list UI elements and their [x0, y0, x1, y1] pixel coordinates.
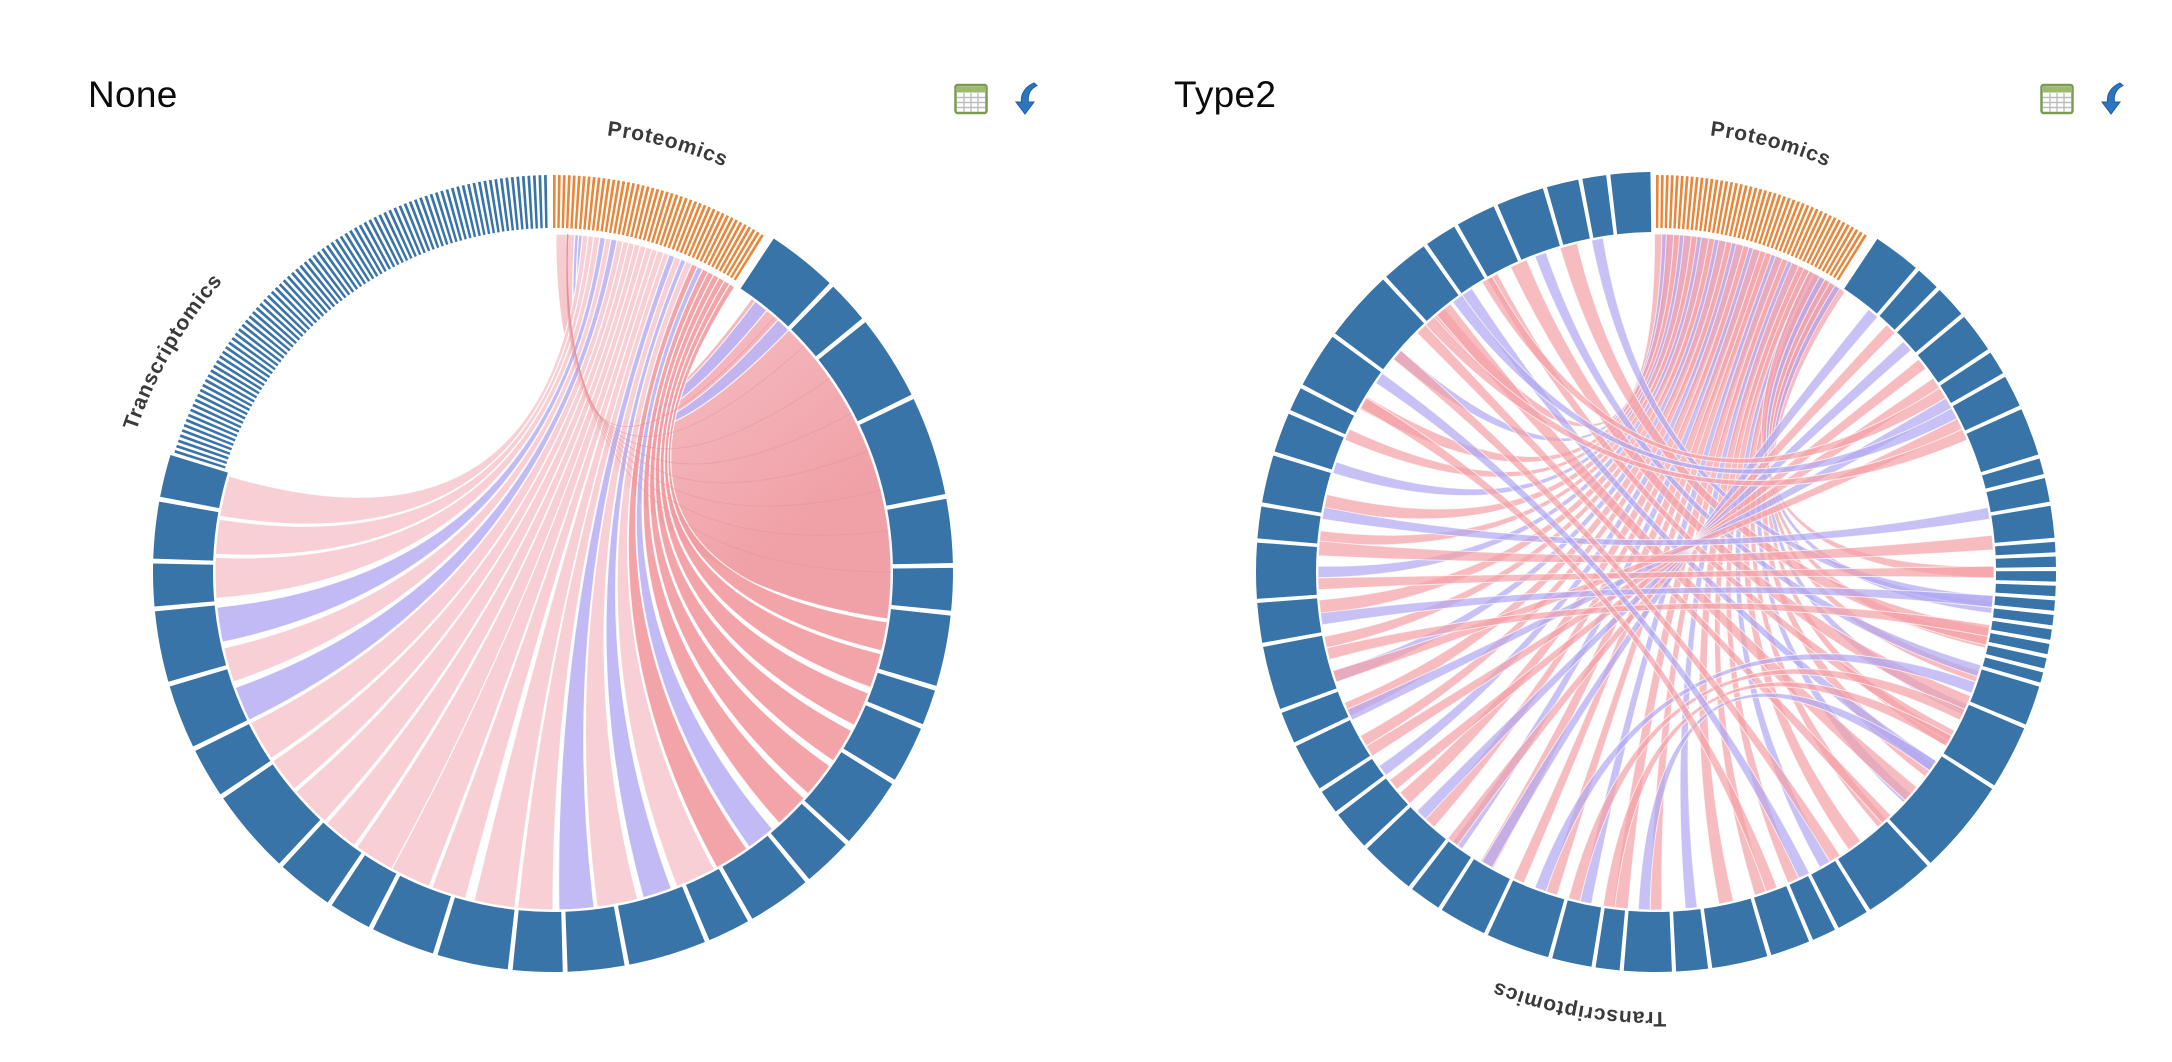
chord-diagram: Proteomics Transcriptomics [1255, 117, 2057, 1030]
panel-title: None [88, 74, 178, 115]
arc-label-proteomics: Proteomics [1709, 117, 1834, 171]
table-icon-graphic [2040, 83, 2074, 115]
panel-toolbar [2038, 80, 2130, 118]
ribbons [214, 233, 892, 911]
panel-type2: Type2 Proteomics Transcriptomics [1086, 0, 2172, 1062]
panel-toolbar [952, 80, 1044, 118]
download-arrow-graphic [1015, 82, 1038, 115]
ring-tracks [152, 175, 954, 972]
ring-tracks [1255, 172, 2057, 972]
arc-label-transcriptomics: Transcriptomics [1489, 977, 1666, 1030]
arc-label-proteomics: Proteomics [606, 117, 731, 171]
download-icon[interactable] [1006, 80, 1044, 118]
data-table-icon[interactable] [2038, 80, 2076, 118]
panel-none: None Proteomics Transcriptomics [88, 74, 1044, 972]
panel-title: Type2 [1174, 74, 1277, 115]
data-table-icon[interactable] [952, 80, 990, 118]
ribbons [1317, 233, 1995, 911]
download-arrow-graphic [2101, 82, 2124, 115]
table-icon-graphic [954, 83, 988, 115]
download-icon[interactable] [2092, 80, 2130, 118]
